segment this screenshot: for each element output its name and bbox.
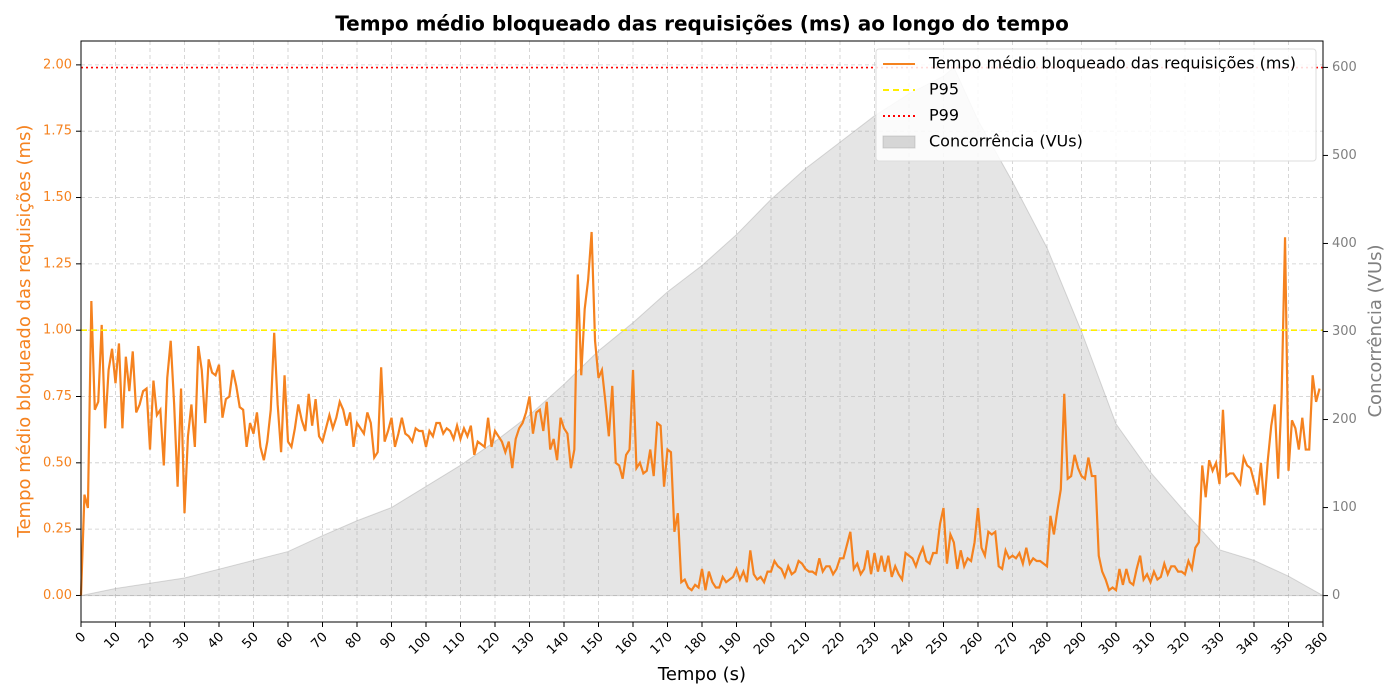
y2-tick-label: 0 xyxy=(1332,588,1340,603)
y2-axis-label: Concorrência (VUs) xyxy=(1365,244,1386,417)
y-tick-label: 0.50 xyxy=(43,455,72,470)
y2-tick-label: 500 xyxy=(1332,148,1357,163)
x-axis-label: Tempo (s) xyxy=(657,664,746,685)
y2-tick-label: 600 xyxy=(1332,60,1357,75)
y-tick-label: 0.75 xyxy=(43,389,72,404)
y-tick-label: 0.25 xyxy=(43,522,72,537)
y-tick-label: 1.75 xyxy=(43,124,72,139)
legend-label: Tempo médio bloqueado das requisições (m… xyxy=(928,54,1296,73)
legend-box xyxy=(875,48,1317,162)
y-tick-label: 1.25 xyxy=(43,256,72,271)
y-tick-label: 1.50 xyxy=(43,190,72,205)
y-tick-label: 2.00 xyxy=(43,57,72,72)
area xyxy=(80,66,1325,597)
y2-tick-label: 300 xyxy=(1332,324,1357,339)
legend-label: Concorrência (VUs) xyxy=(929,132,1083,151)
legend-label: P99 xyxy=(929,106,959,125)
y2-tick-label: 200 xyxy=(1332,412,1357,427)
y-axis-label: Tempo médio bloqueado das requisições (m… xyxy=(14,125,35,539)
y-tick-label: 1.00 xyxy=(43,323,72,338)
line xyxy=(79,231,1321,596)
y-tick-label: 0.00 xyxy=(43,588,72,603)
y2-tick-label: 400 xyxy=(1332,236,1357,251)
legend-label: P95 xyxy=(929,80,959,99)
y2-tick-label: 100 xyxy=(1332,500,1357,515)
plot-frame xyxy=(80,40,1324,623)
chart-title: Tempo médio bloqueado das requisições (m… xyxy=(335,12,1069,36)
legend-swatch xyxy=(882,135,916,149)
